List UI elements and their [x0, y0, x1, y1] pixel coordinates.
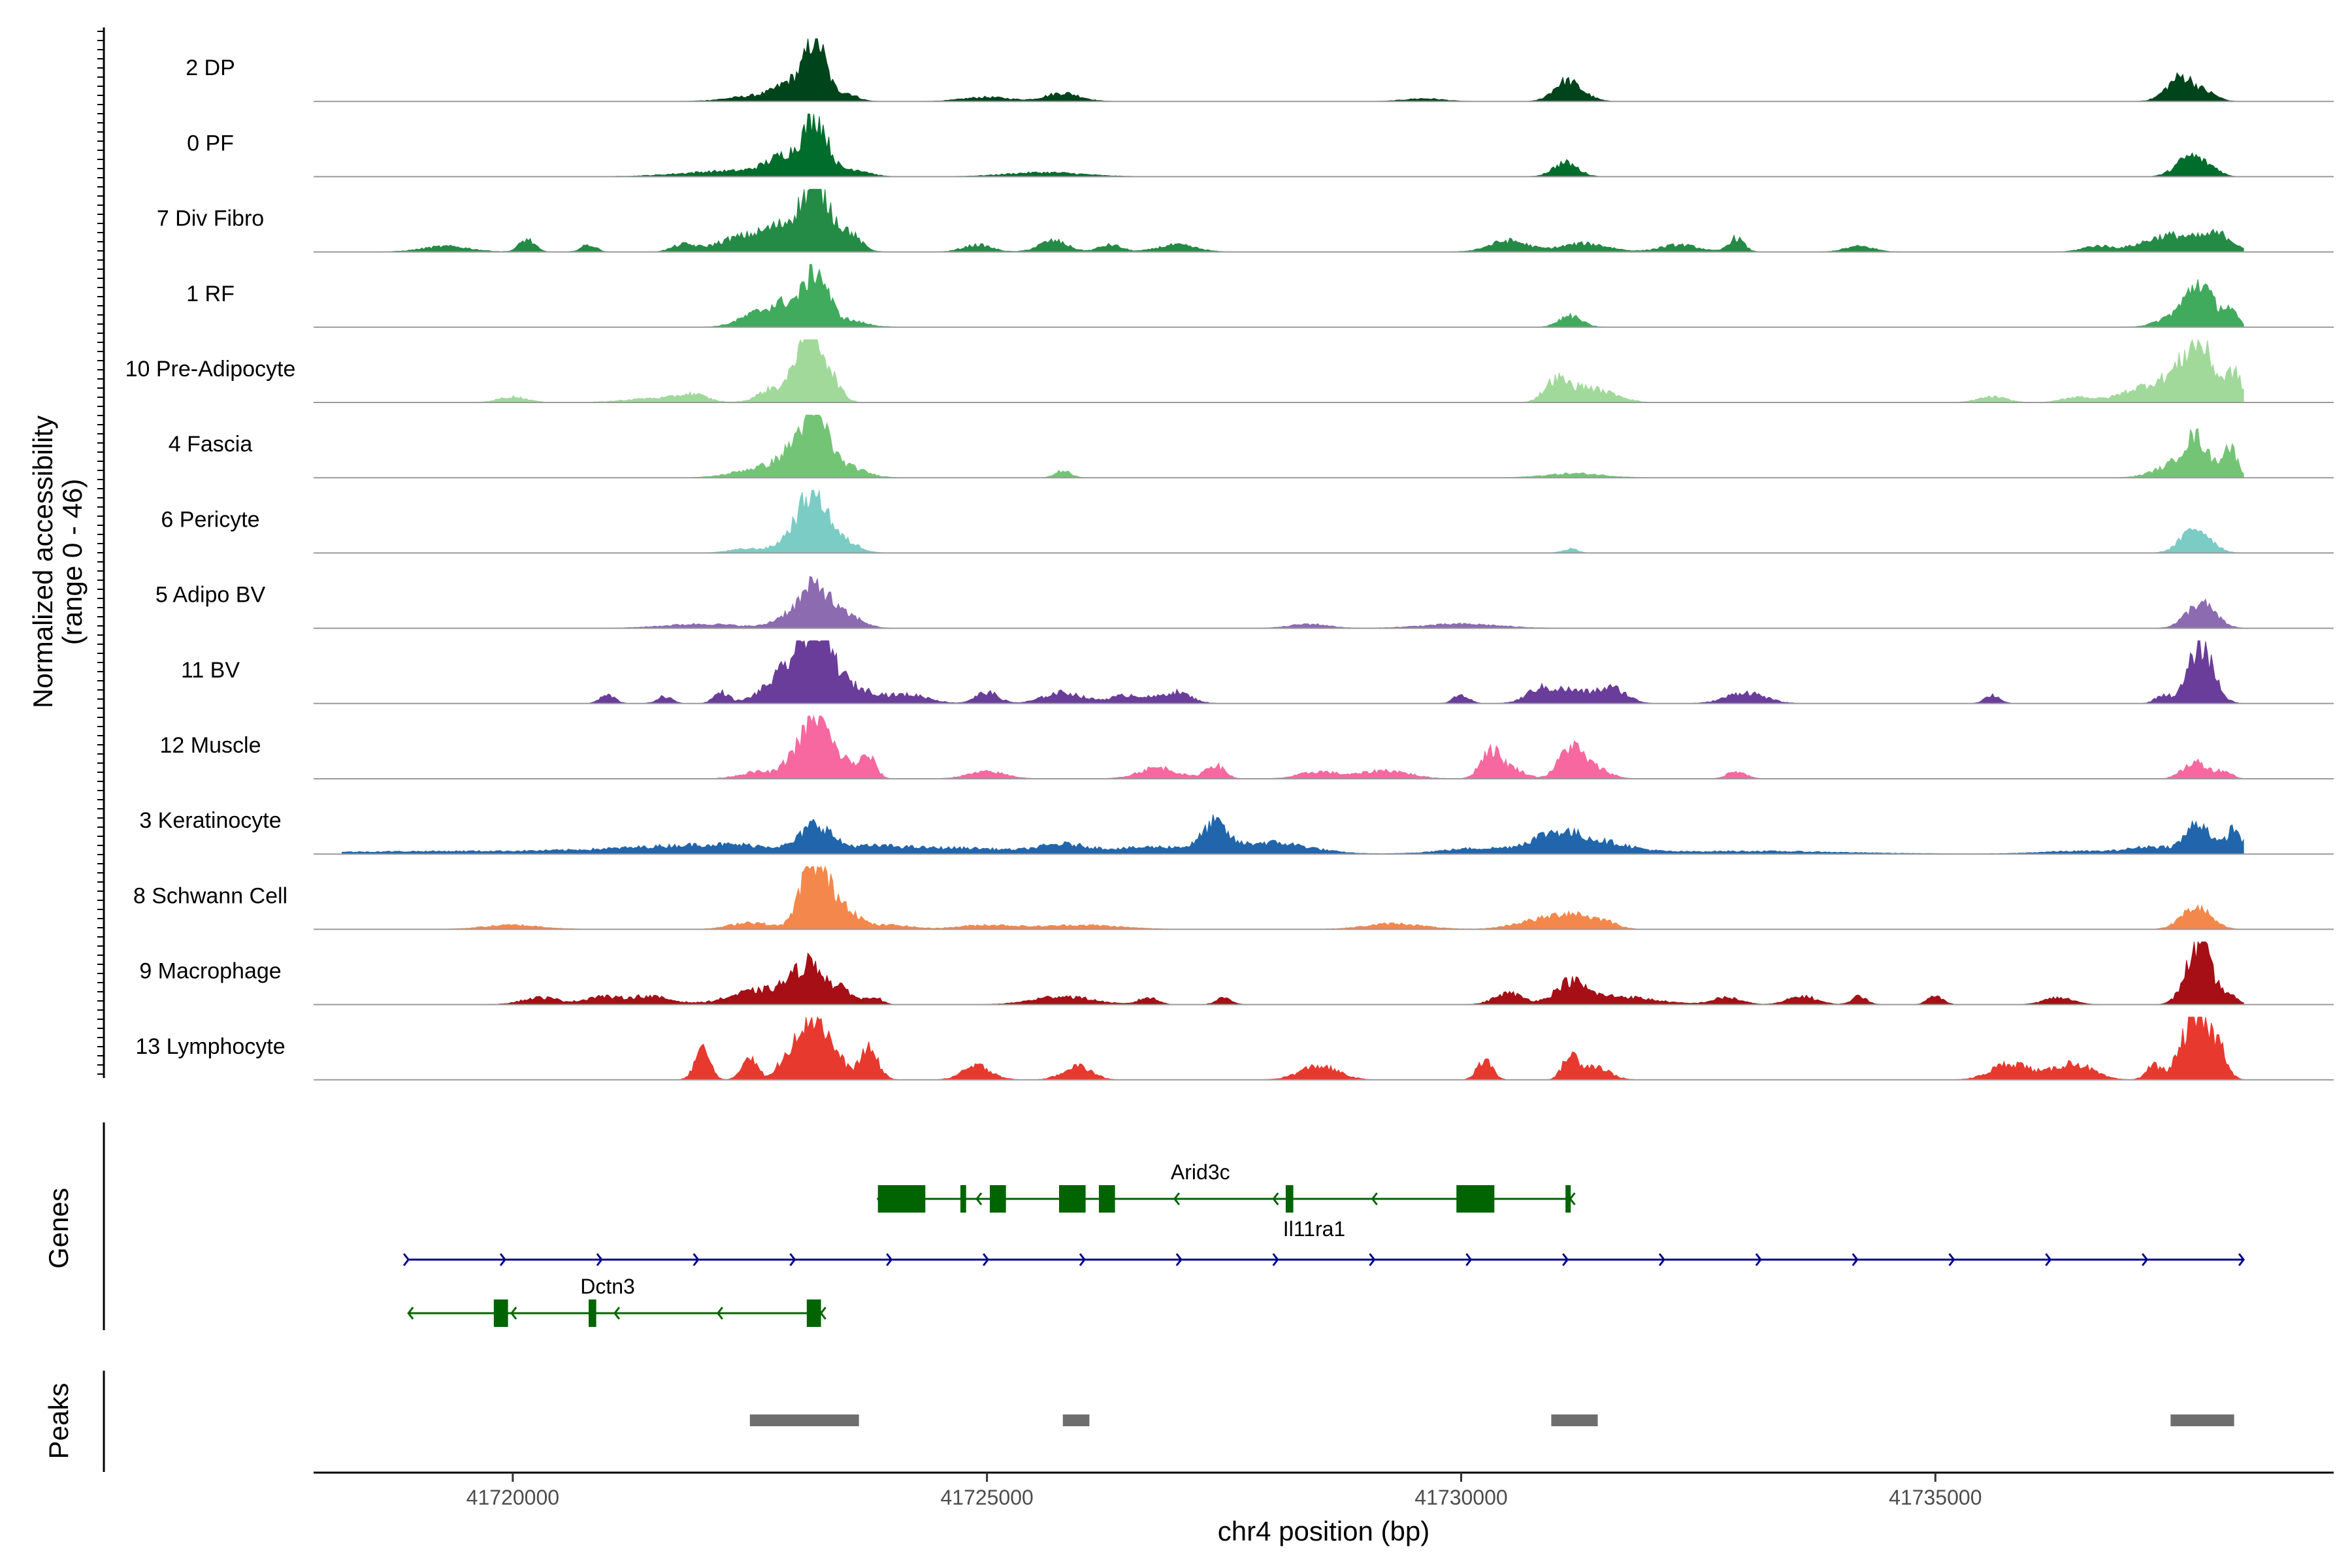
exon: [588, 1299, 596, 1327]
gene-model: Dctn3: [407, 1275, 826, 1327]
coverage-track: 0 PF: [187, 113, 2334, 178]
strand-arrow: [407, 1307, 414, 1320]
gene-label: Arid3c: [1171, 1160, 1230, 1184]
track-label: 4 Fascia: [169, 432, 253, 457]
strand-arrow: [789, 1253, 796, 1266]
strand-arrow: [1755, 1253, 1762, 1266]
track-label: 8 Schwann Cell: [133, 883, 287, 908]
peak-region: [1062, 1414, 1090, 1426]
gene-model: Il11ra1: [402, 1217, 2245, 1266]
y-axis-range: (range 0 - 46): [57, 479, 88, 645]
y-axis-title: Normalized accessibility: [27, 416, 58, 708]
genes-panel: Arid3c Il11ra1 Dctn3: [402, 1160, 2245, 1327]
exon: [493, 1299, 508, 1327]
strand-arrow: [1079, 1253, 1086, 1266]
coverage-track: 13 Lymphocyte: [135, 1016, 2334, 1081]
strand-arrow: [2045, 1253, 2052, 1266]
strand-arrow: [1272, 1192, 1279, 1205]
coverage-track: 12 Muscle: [160, 715, 2334, 779]
track-label: 10 Pre-Adipocyte: [125, 357, 296, 382]
strand-arrow: [975, 1192, 983, 1205]
track-label: 9 Macrophage: [139, 959, 281, 984]
coverage-track: 3 Keratinocyte: [139, 808, 2334, 855]
peak-region: [749, 1414, 859, 1426]
coverage-track: 9 Macrophage: [139, 941, 2334, 1005]
strand-arrow: [1369, 1253, 1376, 1266]
exon: [806, 1299, 821, 1327]
strand-arrow: [1272, 1253, 1279, 1266]
strand-arrow: [1658, 1253, 1665, 1266]
x-axis-ticks: 41720000 41725000 41730000 41735000: [466, 1473, 1982, 1509]
track-label: 11 BV: [181, 658, 240, 683]
strand-arrow: [510, 1307, 517, 1320]
peak-region: [1551, 1414, 1598, 1426]
coverage-track: 1 RF: [186, 264, 2334, 328]
coverage-track: 5 Adipo BV: [155, 576, 2334, 629]
x-axis-title: chr4 position (bp): [1218, 1516, 1430, 1546]
coverage-track: 10 Pre-Adipocyte: [125, 338, 2334, 403]
strand-arrow: [1371, 1192, 1378, 1205]
strand-arrow: [2238, 1253, 2245, 1266]
strand-arrow: [1465, 1253, 1473, 1266]
strand-arrow: [596, 1253, 603, 1266]
strand-arrow: [1562, 1253, 1569, 1266]
exon: [1285, 1185, 1294, 1213]
x-tick-label: 41720000: [466, 1486, 559, 1509]
strand-arrow: [1173, 1192, 1181, 1205]
coverage-y-axis-title: Normalized accessibility (range 0 - 46): [27, 416, 88, 708]
coverage-track: 11 BV: [181, 640, 2334, 704]
track-label: 7 Div Fibro: [157, 206, 264, 231]
exon: [1058, 1185, 1086, 1213]
strand-arrow: [613, 1307, 621, 1320]
exon: [1565, 1185, 1571, 1213]
track-label: 0 PF: [187, 131, 234, 155]
strand-arrow: [2142, 1253, 2149, 1266]
track-label: 3 Keratinocyte: [139, 808, 281, 833]
strand-arrow: [716, 1307, 723, 1320]
strand-arrow: [693, 1253, 700, 1266]
strand-arrow: [819, 1307, 826, 1320]
exon: [877, 1185, 926, 1213]
exon: [1456, 1185, 1495, 1213]
exon: [960, 1185, 966, 1213]
exon: [990, 1185, 1006, 1213]
strand-arrow: [1852, 1253, 1859, 1266]
coverage-y-axis-ticks: [97, 31, 104, 1075]
coverage-track: 6 Pericyte: [161, 489, 2334, 554]
strand-arrow: [1948, 1253, 1955, 1266]
strand-arrow: [499, 1253, 506, 1266]
peaks-panel: [749, 1414, 2234, 1426]
x-tick-label: 41730000: [1414, 1486, 1507, 1509]
gene-label: Dctn3: [580, 1275, 635, 1298]
track-label: 1 RF: [186, 282, 235, 306]
strand-arrow: [886, 1253, 893, 1266]
genes-panel-title: Genes: [43, 1188, 74, 1269]
gene-model: Arid3c: [876, 1160, 1576, 1213]
x-tick-label: 41725000: [940, 1486, 1033, 1509]
coverage-track: 7 Div Fibro: [157, 189, 2334, 253]
strand-arrow: [983, 1253, 990, 1266]
peaks-panel-title: Peaks: [43, 1383, 74, 1460]
gene-label: Il11ra1: [1283, 1217, 1345, 1241]
coverage-track: 8 Schwann Cell: [133, 865, 2334, 930]
x-tick-label: 41735000: [1889, 1486, 1982, 1509]
coverage-track: 2 DP: [186, 38, 2334, 103]
peak-region: [2170, 1414, 2234, 1426]
track-label: 5 Adipo BV: [155, 583, 266, 608]
track-label: 13 Lymphocyte: [135, 1034, 285, 1059]
track-label: 12 Muscle: [160, 733, 261, 758]
exon: [1098, 1185, 1115, 1213]
strand-arrow: [1175, 1253, 1183, 1266]
coverage-tracks: 2 DP 0 PF 7 Div Fibro 1 RF 10 Pre-Adipocyte 4…: [125, 38, 2334, 1081]
coverage-track: 4 Fascia: [169, 414, 2334, 479]
track-label: 6 Pericyte: [161, 507, 259, 532]
track-label: 2 DP: [186, 56, 235, 80]
strand-arrow: [402, 1253, 410, 1266]
